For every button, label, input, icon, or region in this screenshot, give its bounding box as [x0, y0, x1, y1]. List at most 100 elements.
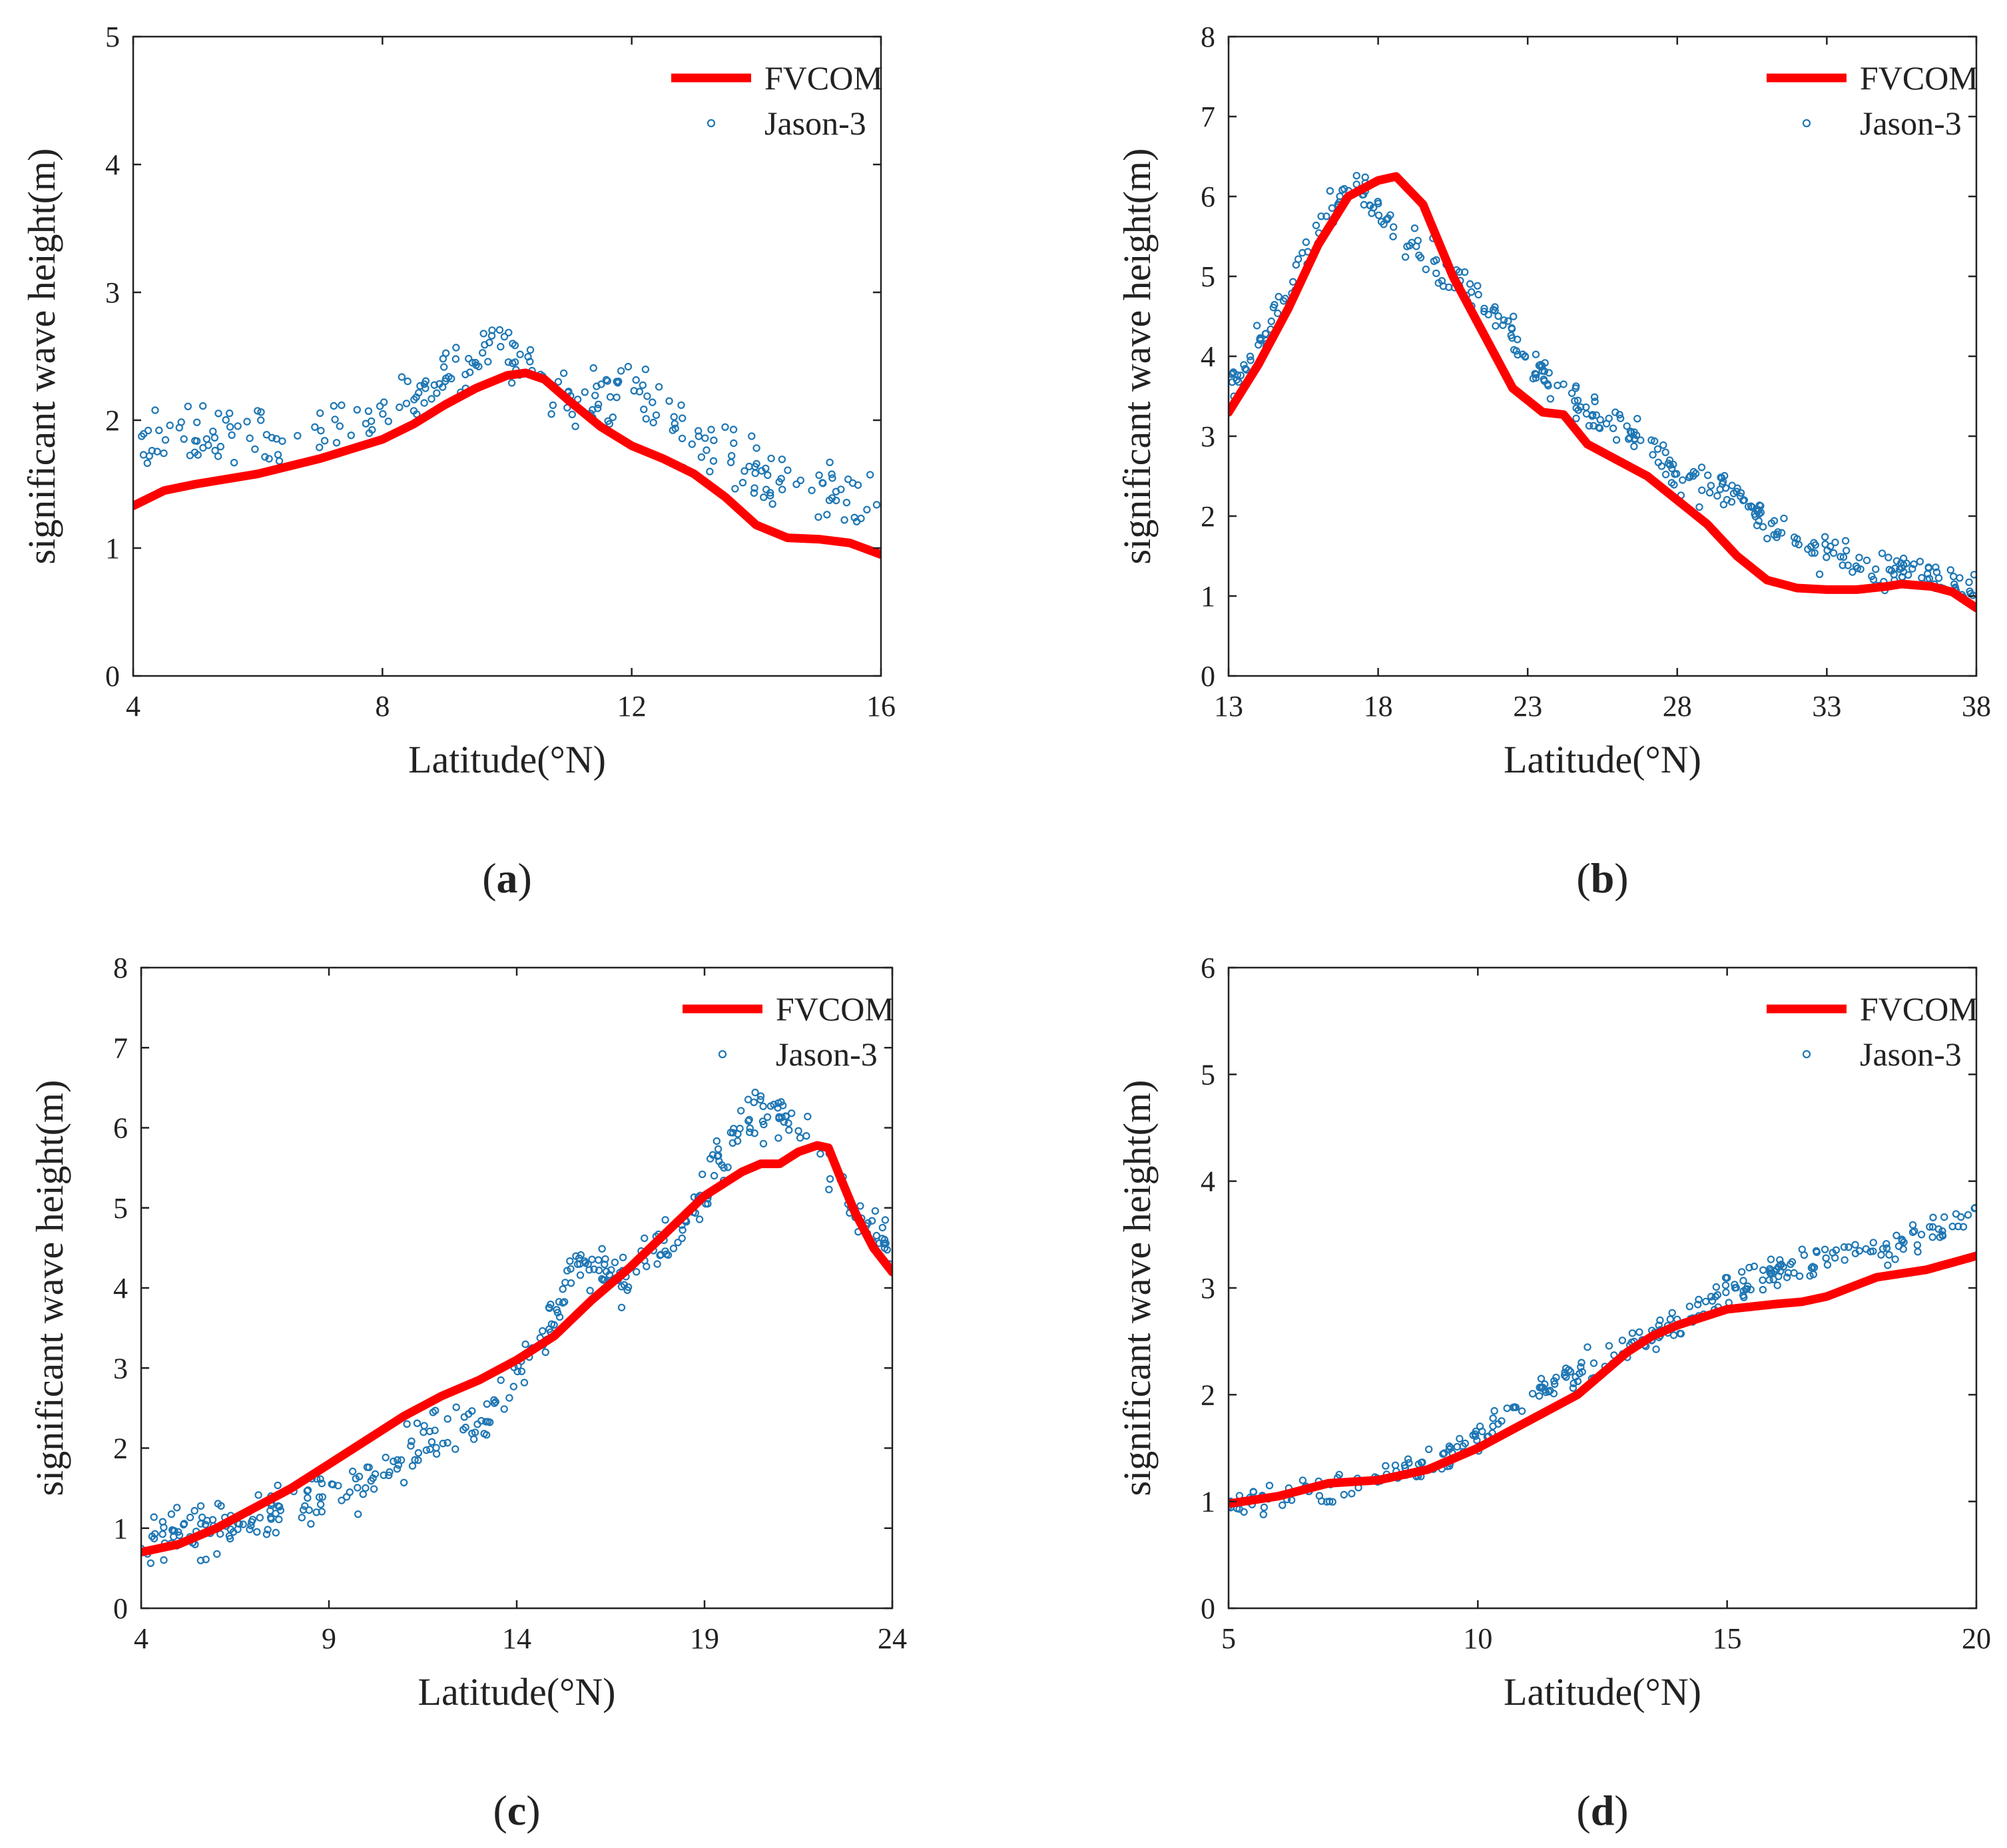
jason3-point [197, 1520, 205, 1528]
jason3-point [1862, 1245, 1870, 1253]
jason3-point [1713, 1291, 1722, 1299]
jason3-point [415, 389, 423, 397]
jason3-point [721, 423, 729, 432]
x-tick-label: 13 [1214, 690, 1243, 723]
y-tick-label: 4 [105, 149, 120, 181]
jason3-point [329, 1480, 337, 1488]
jason3-point [491, 1398, 500, 1406]
jason3-point [844, 475, 852, 483]
jason3-point [1932, 563, 1940, 571]
jason3-point [452, 1403, 460, 1411]
jason3-point [1775, 1263, 1783, 1271]
jason3-point [649, 398, 657, 406]
jason3-point [863, 505, 871, 514]
jason3-point [414, 1456, 422, 1464]
jason3-point [209, 428, 217, 436]
panel-label-close: ) [1614, 854, 1628, 902]
jason3-point [1892, 1231, 1900, 1239]
jason3-point [1884, 553, 1892, 561]
jason3-point [617, 1303, 626, 1312]
jason3-point [731, 485, 739, 493]
jason3-point [420, 1422, 428, 1430]
jason3-point [760, 493, 768, 501]
jason3-point [471, 1428, 479, 1436]
jason3-point [1804, 545, 1812, 553]
jason3-point [469, 1435, 478, 1443]
jason3-point [193, 418, 201, 426]
jason3-point [751, 469, 759, 477]
jason3-point [856, 1202, 864, 1210]
y-tick-label: 8 [113, 952, 128, 984]
jason3-point [393, 1464, 402, 1473]
jason3-point [567, 1265, 575, 1273]
jason3-point [1328, 204, 1336, 212]
jason3-point [729, 426, 738, 434]
jason3-point [1605, 1342, 1613, 1350]
jason3-point [547, 1320, 556, 1329]
jason3-point [1928, 1223, 1937, 1231]
fvcom-line [141, 1141, 892, 1557]
jason3-point [1767, 519, 1776, 527]
x-tick-label: 5 [1221, 1622, 1236, 1655]
y-tick-label: 2 [105, 404, 120, 437]
jason3-point [698, 1170, 707, 1179]
x-tick-label: 38 [1962, 690, 1991, 723]
jason3-point [1635, 1328, 1643, 1337]
jason3-point [695, 1215, 704, 1223]
jason3-point [414, 1448, 423, 1457]
jason3-point [1787, 1260, 1795, 1269]
jason3-point [1822, 1254, 1830, 1262]
jason3-point [1562, 1373, 1570, 1381]
jason3-point [1695, 503, 1703, 511]
jason3-point [1898, 1235, 1906, 1243]
jason3-point [832, 487, 840, 495]
legend-jason-swatch [1802, 1050, 1811, 1059]
jason3-point [465, 368, 474, 376]
jason3-point [1596, 416, 1604, 424]
jason3-point [139, 451, 148, 459]
jason3-point [1695, 1295, 1703, 1304]
jason3-point [1456, 1434, 1464, 1443]
jason3-point [678, 414, 687, 422]
jason3-point [669, 1244, 678, 1253]
jason3-point [251, 445, 259, 454]
jason3-point [1773, 1281, 1781, 1289]
jason3-point [334, 1482, 342, 1490]
jason3-point [1374, 200, 1382, 208]
jason3-point [613, 394, 621, 402]
jason3-point [1612, 436, 1621, 444]
jason3-point [196, 1556, 205, 1564]
jason3-point [581, 1257, 589, 1265]
jason3-point [609, 413, 617, 422]
jason3-point [320, 437, 329, 445]
jason3-point [1432, 256, 1440, 264]
jason3-point [617, 1283, 626, 1291]
y-tick-label: 5 [105, 21, 120, 53]
y-tick-label: 3 [1201, 420, 1215, 453]
jason3-point [746, 1124, 754, 1132]
jason3-point [1546, 1386, 1554, 1394]
jason3-point [1335, 1470, 1343, 1478]
jason3-point [443, 1438, 451, 1447]
jason3-point [1382, 1462, 1390, 1470]
jason3-point [226, 423, 234, 431]
jason3-point [1783, 1273, 1791, 1281]
jason3-point [852, 517, 861, 525]
jason3-point [1713, 491, 1721, 500]
jason3-point [1842, 547, 1851, 555]
jason3-point [1256, 335, 1264, 344]
jason3-point [504, 358, 513, 366]
jason3-point [1572, 414, 1580, 423]
jason3-point [674, 1238, 682, 1247]
jason3-point [1233, 371, 1242, 379]
y-tick-label: 3 [113, 1352, 128, 1385]
jason3-point [364, 407, 373, 416]
jason3-point [729, 1125, 738, 1133]
plot-data [1229, 172, 1976, 613]
jason3-point [376, 402, 384, 410]
jason3-point [796, 1133, 804, 1142]
jason3-point [1626, 428, 1635, 436]
jason3-point [787, 1109, 796, 1117]
jason3-point [1964, 1211, 1972, 1219]
x-tick-label: 23 [1513, 690, 1542, 723]
